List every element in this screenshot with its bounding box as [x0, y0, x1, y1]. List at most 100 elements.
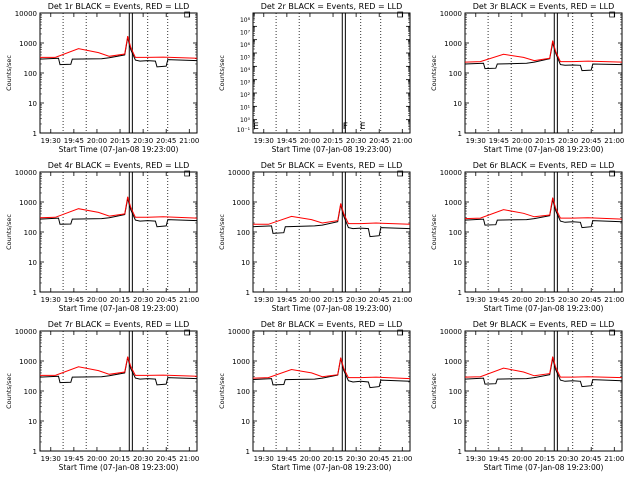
x-tick-label: 19:30 — [41, 137, 61, 145]
x-axis-label: Start Time (07-Jan-08 19:23:00) — [59, 145, 179, 154]
chart-panel: Det 6r BLACK = Events, RED = LLD 1 10 100 10… — [430, 161, 624, 313]
x-tick-label: 19:45 — [489, 455, 509, 463]
chart-panel: Det 5r BLACK = Events, RED = LLD 1 10 100 10… — [218, 161, 412, 313]
x-tick-label: 20:45 — [156, 137, 176, 145]
y-tick-label: 10000 — [228, 328, 250, 336]
y-axis-label: Counts/sec — [218, 214, 226, 250]
x-tick-label: 20:00 — [512, 296, 532, 304]
y-tick-label: 10⁰ — [240, 117, 251, 124]
x-tick-label: 19:30 — [254, 137, 274, 145]
y-axis-label: Counts/sec — [430, 55, 438, 91]
y-tick-label: 1000 — [19, 40, 37, 48]
y-axis-label: Counts/sec — [430, 214, 438, 250]
y-tick-label: 10000 — [15, 169, 37, 177]
x-tick-label: 21:00 — [604, 296, 624, 304]
y-tick-label: 10000 — [440, 328, 462, 336]
x-tick-label: 21:00 — [179, 137, 199, 145]
lld-series-line — [40, 35, 198, 59]
y-tick-label: 1000 — [444, 40, 462, 48]
x-tick-label: 20:45 — [156, 296, 176, 304]
y-tick-label: 1 — [33, 448, 37, 456]
lld-series-line — [40, 356, 198, 377]
x-tick-label: 20:30 — [558, 455, 578, 463]
x-tick-label: 20:30 — [133, 455, 153, 463]
x-tick-label: 21:00 — [179, 455, 199, 463]
x-tick-label: 21:00 — [179, 296, 199, 304]
y-tick-label: 10000 — [15, 10, 37, 18]
y-tick-label: 1000 — [444, 199, 462, 207]
x-axis-label: Start Time (07-Jan-08 19:23:00) — [59, 463, 179, 472]
x-tick-label: 20:30 — [346, 455, 366, 463]
y-tick-label: 10⁸ — [240, 17, 251, 24]
lld-series-line — [464, 40, 623, 63]
chart-panel: Det 2r BLACK = Events, RED = LLD 10⁰ 10¹ 10… — [218, 2, 412, 154]
y-tick-label: 1000 — [232, 199, 250, 207]
lld-series-line — [464, 197, 623, 220]
x-axis-label: Start Time (07-Jan-08 19:23:00) — [272, 463, 392, 472]
chart-title: Det 5r BLACK = Events, RED = LLD — [261, 161, 403, 170]
x-tick-label: 20:45 — [369, 455, 389, 463]
x-tick-label: 19:45 — [489, 137, 509, 145]
x-tick-label: 19:30 — [466, 137, 486, 145]
lld-series-line — [253, 203, 411, 225]
x-axis-label: Start Time (07-Jan-08 19:23:00) — [484, 463, 604, 472]
plot-frame — [252, 12, 411, 134]
x-tick-label: 19:30 — [466, 296, 486, 304]
y-tick-label: 100 — [449, 388, 462, 396]
y-tick-label: 10⁶ — [240, 42, 251, 49]
x-tick-label: 20:30 — [133, 137, 153, 145]
y-tick-label: 10000 — [228, 169, 250, 177]
chart-title: Det 8r BLACK = Events, RED = LLD — [261, 320, 403, 329]
x-tick-label: 19:45 — [64, 455, 84, 463]
x-tick-label: 19:45 — [489, 296, 509, 304]
x-axis-label: Start Time (07-Jan-08 19:23:00) — [484, 304, 604, 313]
y-axis-label: Counts/sec — [430, 373, 438, 409]
y-tick-label: 1 — [33, 130, 37, 138]
y-tick-label: 10³ — [240, 80, 251, 87]
y-tick-label: 10 — [241, 418, 250, 426]
chart-panel: Det 1r BLACK = Events, RED = LLD 1 10 100 10… — [5, 2, 199, 154]
x-tick-label: 20:00 — [512, 137, 532, 145]
y-tick-label: 10⁵ — [240, 55, 251, 62]
x-tick-label: 20:30 — [346, 137, 366, 145]
x-tick-label: 21:00 — [392, 137, 412, 145]
y-tick-label: 10⁴ — [240, 67, 251, 74]
y-axis-label: Counts/sec — [218, 373, 226, 409]
y-tick-label: 1 — [458, 289, 462, 297]
x-axis-label: Start Time (07-Jan-08 19:23:00) — [272, 145, 392, 154]
y-axis-label: Counts/sec — [218, 55, 226, 91]
events-series-line — [464, 358, 623, 388]
y-tick-label: 100 — [24, 388, 37, 396]
x-tick-label: 20:45 — [581, 296, 601, 304]
flag-label: E — [360, 122, 366, 132]
y-tick-label: 10 — [453, 259, 462, 267]
x-tick-label: 21:00 — [604, 455, 624, 463]
flag-label: F — [343, 122, 348, 132]
flag-label: E — [253, 122, 259, 132]
x-tick-label: 20:30 — [558, 137, 578, 145]
x-tick-label: 19:30 — [254, 296, 274, 304]
x-tick-label: 19:30 — [254, 455, 274, 463]
x-tick-label: 20:00 — [512, 455, 532, 463]
chart-title: Det 6r BLACK = Events, RED = LLD — [473, 161, 615, 170]
y-tick-label: 1 — [458, 448, 462, 456]
x-tick-label: 20:45 — [581, 455, 601, 463]
y-tick-label: 1000 — [232, 358, 250, 366]
y-tick-label: 10 — [241, 259, 250, 267]
y-tick-label: 100 — [24, 70, 37, 78]
x-tick-label: 20:45 — [581, 137, 601, 145]
y-tick-label: 100 — [449, 229, 462, 237]
y-tick-label: 10 — [28, 100, 37, 108]
x-tick-label: 20:15 — [535, 455, 555, 463]
y-tick-label: 10000 — [15, 328, 37, 336]
x-tick-label: 20:00 — [300, 137, 320, 145]
x-tick-label: 20:15 — [110, 137, 130, 145]
x-tick-label: 20:00 — [300, 455, 320, 463]
lld-series-line — [39, 196, 198, 219]
y-tick-label: 10² — [240, 92, 251, 99]
x-tick-label: 20:00 — [300, 296, 320, 304]
x-tick-label: 19:30 — [41, 296, 61, 304]
x-tick-label: 20:30 — [133, 296, 153, 304]
